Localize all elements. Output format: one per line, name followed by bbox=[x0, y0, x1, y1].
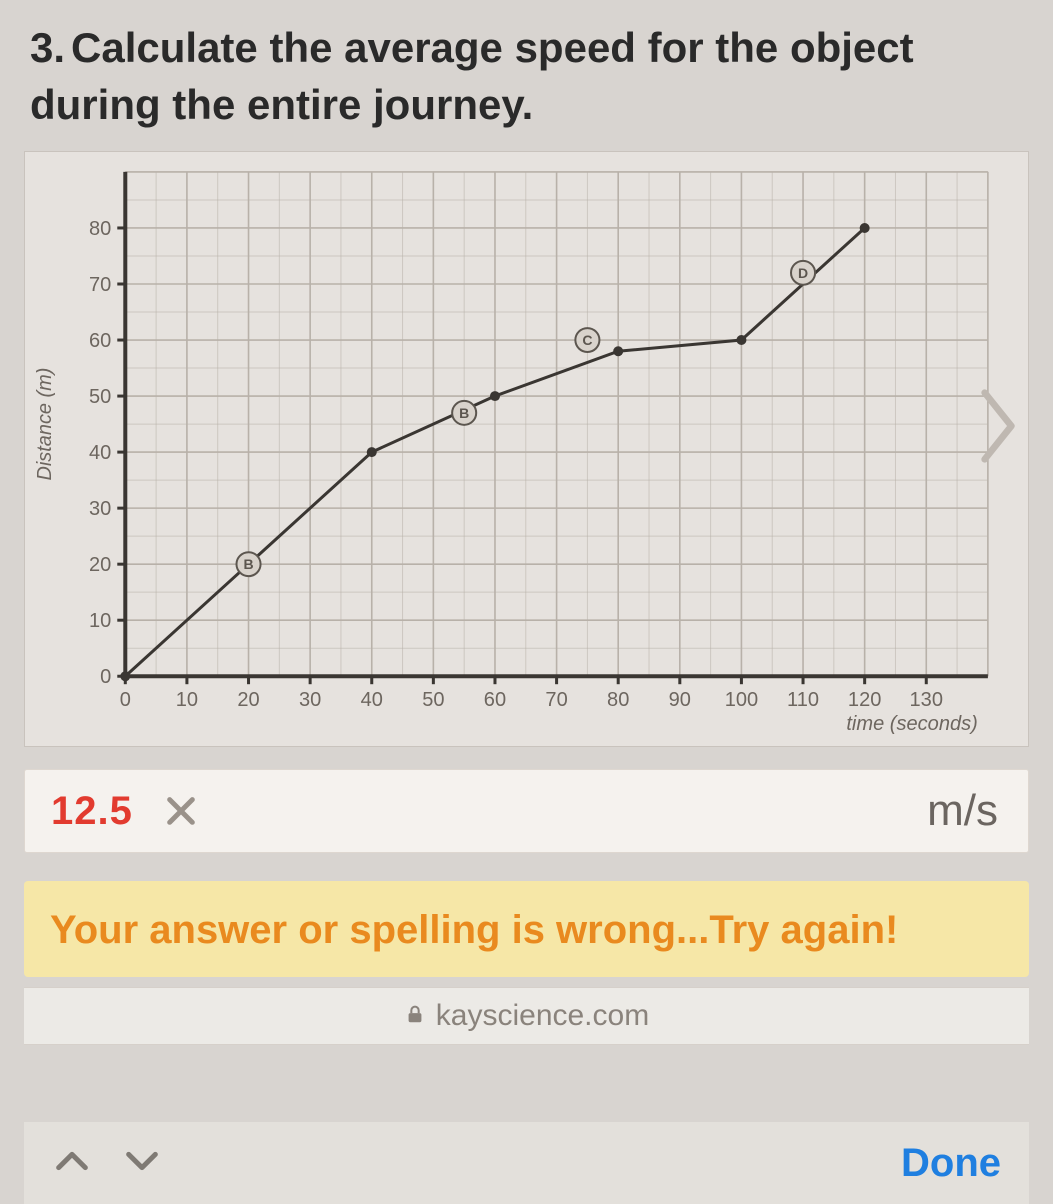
svg-text:80: 80 bbox=[89, 218, 111, 240]
svg-text:C: C bbox=[582, 332, 592, 348]
svg-text:D: D bbox=[798, 265, 808, 281]
svg-text:40: 40 bbox=[361, 690, 383, 712]
answer-unit: m/s bbox=[927, 786, 998, 836]
svg-text:0: 0 bbox=[120, 690, 131, 712]
question-body: Calculate the average speed for the obje… bbox=[30, 24, 914, 128]
chart-svg: 0 10 20 30 40 50 60 70 80 90 100 110 120 130 0 10 20 30 40… bbox=[25, 152, 1028, 746]
svg-text:60: 60 bbox=[484, 690, 506, 712]
svg-text:0: 0 bbox=[100, 667, 111, 689]
svg-text:30: 30 bbox=[299, 690, 321, 712]
answer-value: 12.5 bbox=[51, 789, 133, 834]
feedback-text: Your answer or spelling is wrong...Try a… bbox=[50, 908, 898, 952]
svg-text:10: 10 bbox=[176, 690, 198, 712]
nav-up-icon[interactable] bbox=[52, 1141, 92, 1186]
svg-text:70: 70 bbox=[545, 690, 567, 712]
svg-text:70: 70 bbox=[89, 274, 111, 296]
nav-down-icon[interactable] bbox=[122, 1141, 162, 1186]
svg-text:Distance (m): Distance (m) bbox=[34, 368, 56, 481]
feedback-banner: Your answer or spelling is wrong...Try a… bbox=[24, 881, 1029, 977]
svg-text:20: 20 bbox=[89, 555, 111, 577]
url-host: kayscience.com bbox=[436, 999, 649, 1033]
question-text: 3.Calculate the average speed for the ob… bbox=[24, 20, 1029, 133]
distance-time-chart: 0 10 20 30 40 50 60 70 80 90 100 110 120 130 0 10 20 30 40… bbox=[24, 151, 1029, 747]
svg-text:50: 50 bbox=[422, 690, 444, 712]
svg-text:30: 30 bbox=[89, 499, 111, 521]
lock-icon bbox=[404, 999, 426, 1033]
svg-text:20: 20 bbox=[237, 690, 259, 712]
next-chevron-icon[interactable] bbox=[976, 386, 1020, 466]
svg-text:time (seconds): time (seconds) bbox=[846, 713, 977, 735]
svg-text:60: 60 bbox=[89, 330, 111, 352]
svg-text:90: 90 bbox=[669, 690, 691, 712]
question-number: 3. bbox=[30, 24, 65, 71]
svg-text:B: B bbox=[459, 405, 469, 421]
svg-text:130: 130 bbox=[910, 690, 943, 712]
wrong-x-icon bbox=[161, 791, 201, 831]
svg-text:120: 120 bbox=[848, 690, 881, 712]
bottom-toolbar: Done bbox=[24, 1122, 1029, 1204]
svg-text:B: B bbox=[243, 557, 253, 573]
svg-text:110: 110 bbox=[787, 690, 819, 712]
svg-text:50: 50 bbox=[89, 386, 111, 408]
svg-text:40: 40 bbox=[89, 443, 111, 465]
done-button[interactable]: Done bbox=[901, 1141, 1001, 1186]
svg-text:10: 10 bbox=[89, 611, 111, 633]
url-bar[interactable]: kayscience.com bbox=[24, 987, 1029, 1045]
svg-text:100: 100 bbox=[725, 690, 758, 712]
svg-text:80: 80 bbox=[607, 690, 629, 712]
answer-input-row[interactable]: 12.5 m/s bbox=[24, 769, 1029, 853]
